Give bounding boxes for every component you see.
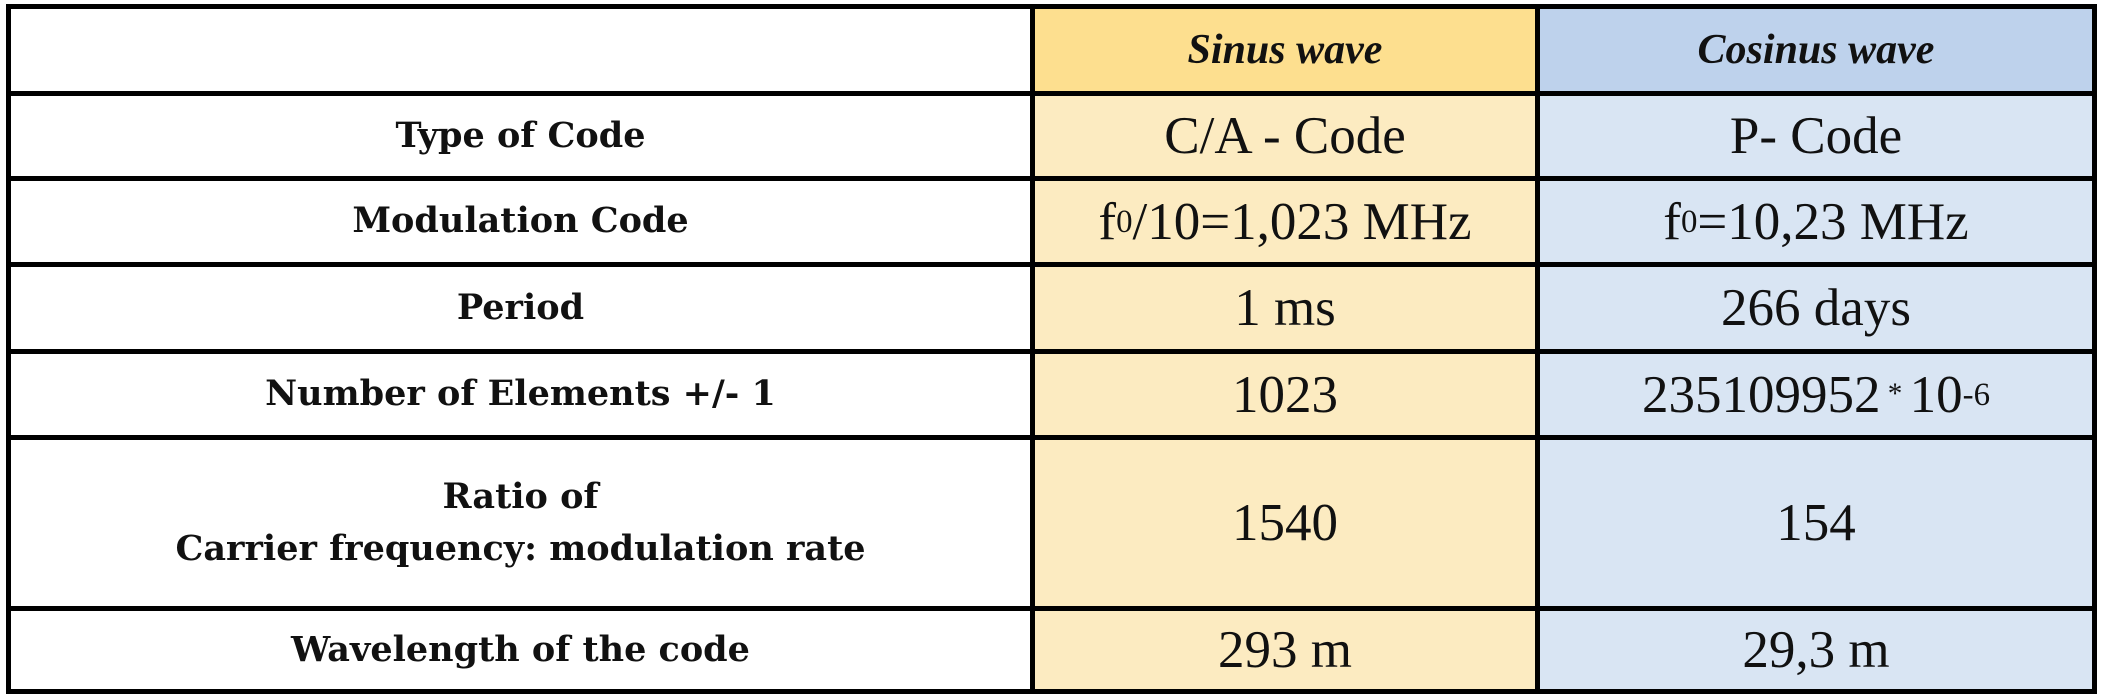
gps-code-comparison-table: Sinus wave Cosinus wave Type of Code C/A… bbox=[6, 4, 2097, 694]
multiply-symbol: * bbox=[1887, 378, 1903, 410]
header-corner-cell bbox=[11, 9, 1035, 96]
row-label-wavelength: Wavelength of the code bbox=[11, 611, 1035, 689]
header-sinus-wave: Sinus wave bbox=[1035, 9, 1540, 96]
wavelength-cos-value: 29,3 m bbox=[1540, 611, 2092, 689]
modulation-code-sin-value: f 0/10=1,023 MHz bbox=[1035, 181, 1540, 267]
row-label-ratio: Ratio of Carrier frequency: modulation r… bbox=[11, 440, 1035, 611]
period-cos-value: 266 days bbox=[1540, 267, 2092, 354]
ratio-sin-value: 1540 bbox=[1035, 440, 1540, 611]
type-of-code-sin-value: C/A - Code bbox=[1035, 96, 1540, 181]
number-of-elements-cos-value: 235109952 * 10 -6 bbox=[1540, 354, 2092, 440]
period-sin-value: 1 ms bbox=[1035, 267, 1540, 354]
modulation-sin-f: f bbox=[1098, 192, 1117, 251]
ratio-label-line-2: Carrier frequency: modulation rate bbox=[175, 528, 866, 569]
type-of-code-cos-value: P- Code bbox=[1540, 96, 2092, 181]
ratio-cos-value: 154 bbox=[1540, 440, 2092, 611]
wavelength-sin-value: 293 m bbox=[1035, 611, 1540, 689]
elements-cos-power-base: 10 bbox=[1909, 365, 1963, 424]
number-of-elements-sin-value: 1023 bbox=[1035, 354, 1540, 440]
elements-cos-base: 235109952 bbox=[1641, 365, 1881, 424]
ratio-label-line-1: Ratio of bbox=[442, 475, 599, 517]
header-cosinus-wave: Cosinus wave bbox=[1540, 9, 2092, 96]
row-label-period: Period bbox=[11, 267, 1035, 354]
row-label-type-of-code: Type of Code bbox=[11, 96, 1035, 181]
row-label-number-of-elements: Number of Elements +/- 1 bbox=[11, 354, 1035, 440]
modulation-code-cos-value: f 0 =10,23 MHz bbox=[1540, 181, 2092, 267]
modulation-cos-f: f bbox=[1663, 192, 1681, 251]
row-label-modulation-code: Modulation Code bbox=[11, 181, 1035, 267]
modulation-cos-rest: =10,23 MHz bbox=[1697, 192, 1969, 251]
modulation-sin-rest: /10=1,023 MHz bbox=[1132, 192, 1472, 251]
